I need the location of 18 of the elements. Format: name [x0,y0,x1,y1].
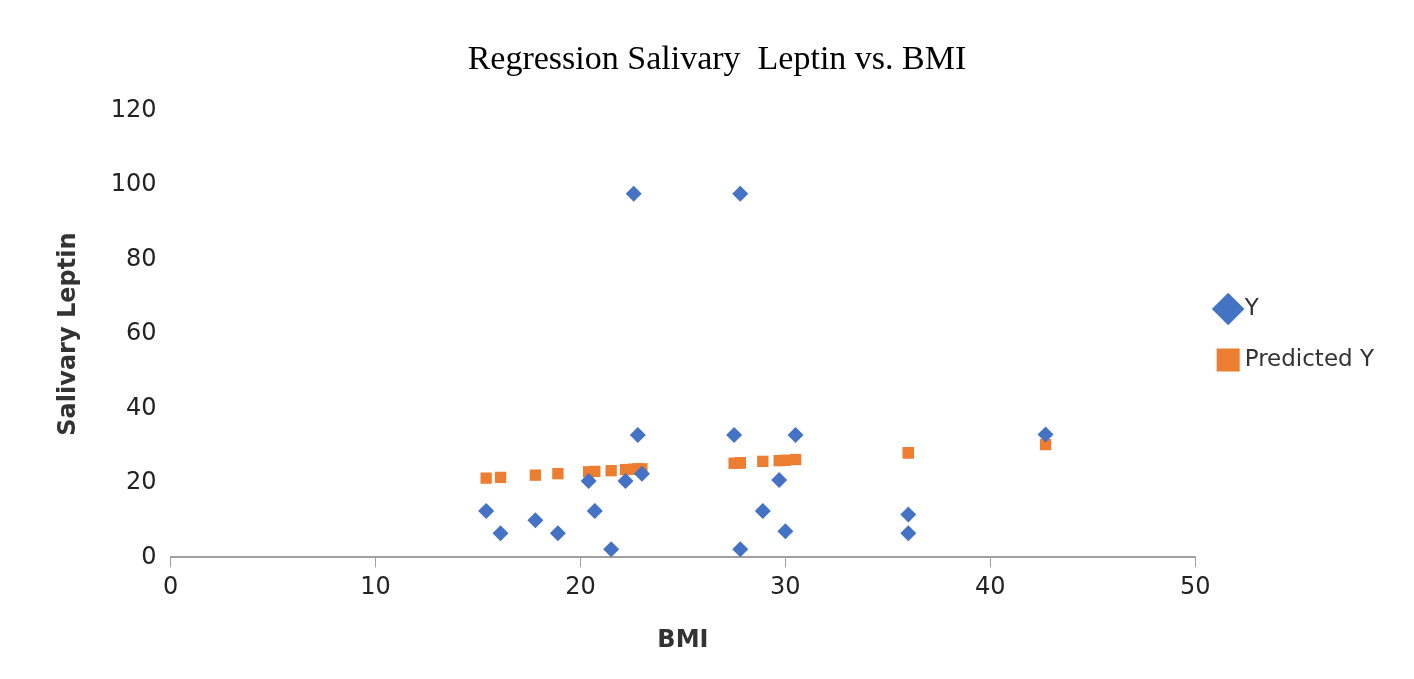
y-tick-label: 120 [110,95,157,124]
x-axis-title: BMI [657,624,709,653]
y-tick-label: 80 [126,243,157,272]
legend-label: Y [1243,293,1260,320]
x-tick-label: 50 [1179,572,1211,601]
chart-title: Regression Salivary Leptin vs. BMI [467,39,967,77]
x-tick-label: 10 [360,572,391,601]
y-tick-label: 40 [126,392,157,421]
x-tick-label: 0 [162,572,179,601]
x-tick-label: 40 [974,572,1006,601]
y-tick-label: 100 [110,169,157,198]
x-tick-label: 30 [770,572,801,601]
y-tick-label: 20 [126,467,157,496]
y-tick-label: 0 [141,541,157,570]
legend-label: Predicted Y [1244,344,1375,371]
y-tick-label: 60 [126,318,157,347]
x-tick-label: 20 [565,572,596,601]
y-axis-title: Salivary Leptin [52,232,81,436]
